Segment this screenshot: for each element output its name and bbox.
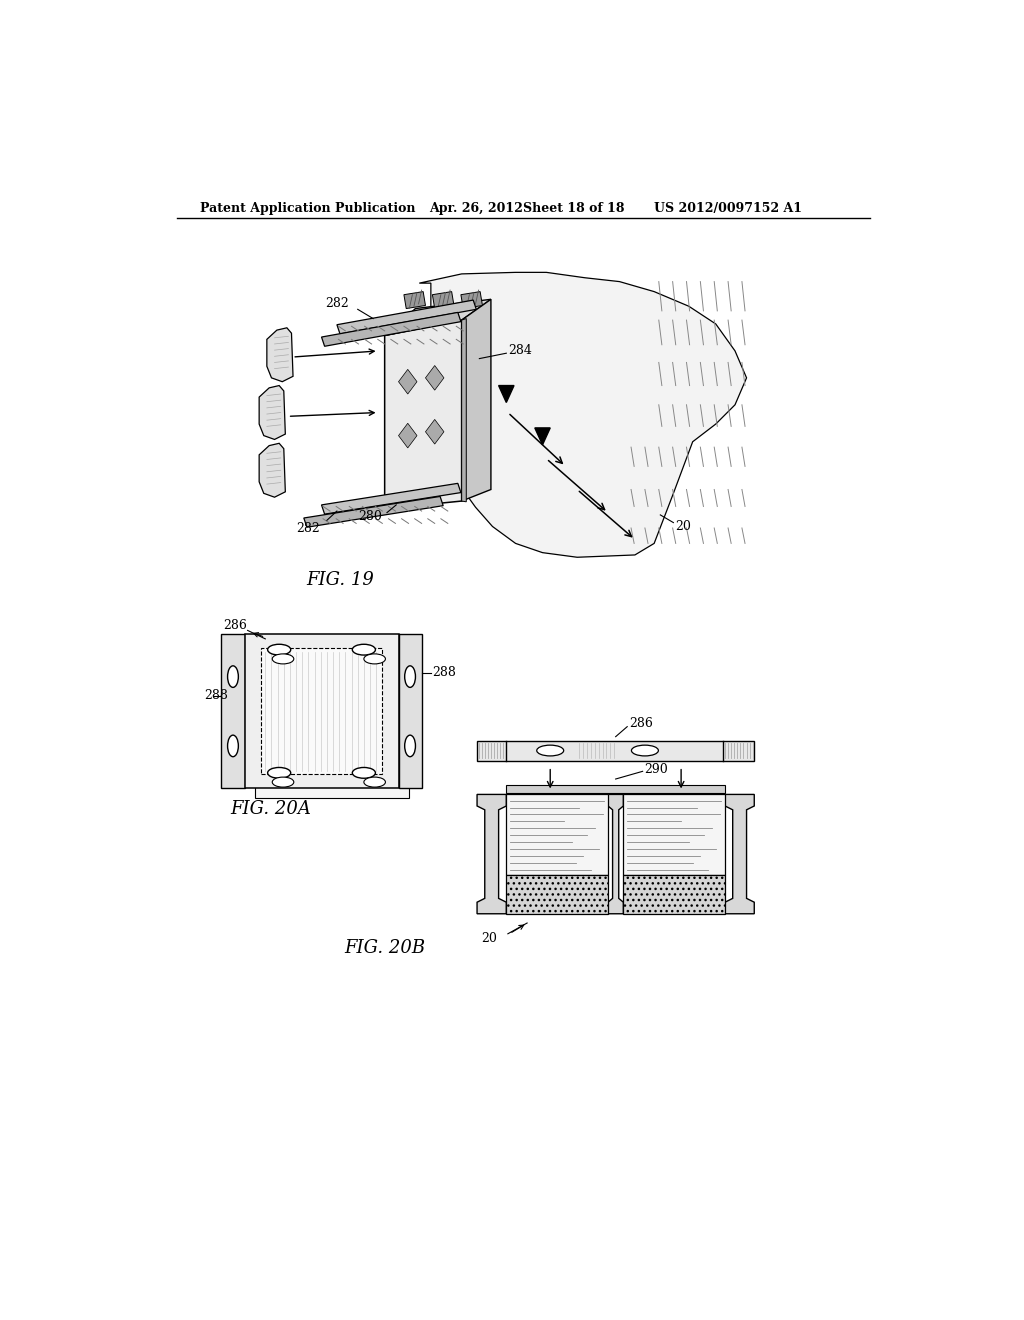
Polygon shape	[403, 292, 425, 309]
Bar	[506, 875, 608, 913]
Polygon shape	[267, 327, 293, 381]
Text: 20: 20	[675, 520, 691, 533]
Ellipse shape	[227, 735, 239, 756]
Polygon shape	[462, 300, 490, 502]
Polygon shape	[499, 385, 514, 403]
Polygon shape	[385, 321, 462, 508]
Ellipse shape	[352, 767, 376, 779]
Text: 20: 20	[481, 932, 497, 945]
Bar	[398, 635, 422, 788]
Text: 288: 288	[204, 689, 227, 702]
Ellipse shape	[272, 777, 294, 787]
Bar	[506, 785, 725, 793]
Ellipse shape	[272, 653, 294, 664]
Bar	[255, 644, 410, 797]
Polygon shape	[608, 795, 624, 913]
Polygon shape	[725, 795, 755, 913]
Polygon shape	[337, 300, 476, 334]
Polygon shape	[385, 300, 490, 335]
Ellipse shape	[227, 665, 239, 688]
Polygon shape	[322, 483, 461, 515]
Bar	[624, 795, 725, 875]
Polygon shape	[259, 444, 286, 498]
Bar	[624, 875, 725, 913]
Text: 282: 282	[326, 297, 349, 310]
Bar	[245, 635, 398, 788]
Ellipse shape	[267, 644, 291, 655]
Polygon shape	[259, 385, 286, 440]
Ellipse shape	[404, 665, 416, 688]
Ellipse shape	[352, 644, 376, 655]
Text: 288: 288	[432, 667, 457, 680]
Text: US 2012/0097152 A1: US 2012/0097152 A1	[654, 202, 802, 215]
Polygon shape	[322, 313, 461, 346]
Ellipse shape	[364, 777, 385, 787]
Polygon shape	[425, 420, 444, 444]
Text: FIG. 20B: FIG. 20B	[345, 940, 426, 957]
Polygon shape	[425, 366, 444, 391]
Polygon shape	[477, 795, 506, 913]
Polygon shape	[419, 272, 746, 557]
Bar	[221, 635, 245, 788]
Bar	[261, 648, 382, 775]
Polygon shape	[461, 292, 482, 309]
Ellipse shape	[632, 744, 658, 756]
Text: 282: 282	[296, 521, 319, 535]
Text: FIG. 20A: FIG. 20A	[230, 800, 311, 818]
Ellipse shape	[404, 735, 416, 756]
Text: 280: 280	[357, 510, 382, 523]
Text: 290: 290	[644, 763, 668, 776]
Ellipse shape	[364, 653, 385, 664]
Polygon shape	[398, 370, 417, 395]
Polygon shape	[304, 496, 443, 527]
Bar	[506, 795, 608, 875]
Text: 286: 286	[630, 717, 653, 730]
Text: FIG. 19: FIG. 19	[306, 572, 374, 589]
Polygon shape	[432, 292, 454, 309]
Text: Patent Application Publication: Patent Application Publication	[200, 202, 416, 215]
Polygon shape	[398, 424, 417, 447]
Polygon shape	[462, 318, 466, 502]
Ellipse shape	[537, 744, 563, 756]
Text: 286: 286	[223, 619, 247, 632]
Ellipse shape	[267, 767, 291, 779]
Text: Sheet 18 of 18: Sheet 18 of 18	[523, 202, 625, 215]
Text: Apr. 26, 2012: Apr. 26, 2012	[429, 202, 523, 215]
Bar	[477, 741, 755, 760]
Polygon shape	[535, 428, 550, 445]
Text: 284: 284	[508, 345, 531, 358]
